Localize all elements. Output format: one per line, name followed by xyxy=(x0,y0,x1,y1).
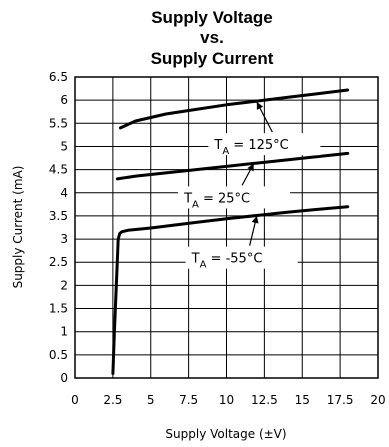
plot-frame xyxy=(74,76,379,379)
y-tick-label-3: 1.5 xyxy=(49,302,68,316)
x-tick-labels: 0 2.5 5 7.5 10 12.5 15 17.5 20 xyxy=(71,393,385,407)
x-tick-label-6: 15 xyxy=(295,393,310,407)
annotation-value-2: = -55°C xyxy=(206,252,262,267)
annotation-arrowhead-0 xyxy=(256,102,264,110)
y-tick-label-8: 4 xyxy=(60,186,68,200)
chart-title-line-1: Supply Voltage xyxy=(151,8,273,27)
annotation-symbol-0: T xyxy=(213,138,222,153)
annotation-bg-1 xyxy=(178,186,291,209)
annotation-arrowhead-1 xyxy=(247,163,254,172)
grid xyxy=(74,76,379,379)
y-tick-label-9: 4.5 xyxy=(49,163,68,177)
annotation-label-1: TA = 25°C xyxy=(183,191,250,210)
series-line-2 xyxy=(111,205,350,375)
y-tick-label-4: 2 xyxy=(60,278,68,292)
y-axis-label: Supply Current (mA) xyxy=(11,166,25,289)
y-tick-label-0: 0 xyxy=(60,371,68,385)
annotation-1: TA = 25°C xyxy=(178,163,291,210)
annotation-bg-2 xyxy=(185,246,298,269)
annotation-2: TA = -55°C xyxy=(185,215,298,271)
x-tick-label-1: 2.5 xyxy=(103,393,122,407)
y-tick-label-13: 6.5 xyxy=(49,70,68,84)
annotation-symbol-1: T xyxy=(183,191,192,206)
x-tick-label-5: 12.5 xyxy=(251,393,278,407)
x-tick-label-0: 0 xyxy=(71,393,79,407)
y-tick-label-12: 6 xyxy=(60,93,68,107)
y-tick-label-1: 0.5 xyxy=(49,348,68,362)
series-line-0 xyxy=(118,88,350,130)
x-tick-label-7: 17.5 xyxy=(327,393,354,407)
x-axis-label: Supply Voltage (±V) xyxy=(165,427,286,441)
chart-title-line-3: Supply Current xyxy=(151,49,274,68)
x-tick-label-3: 7.5 xyxy=(179,393,198,407)
annotation-value-0: = 125°C xyxy=(229,138,289,153)
chart-title-line-2: vs. xyxy=(200,28,224,47)
annotation-value-1: = 25°C xyxy=(199,191,250,206)
y-tick-label-11: 5.5 xyxy=(49,116,68,130)
x-tick-label-2: 5 xyxy=(147,393,155,407)
annotation-label-0: TA = 125°C xyxy=(213,138,288,157)
annotation-subscript-2: A xyxy=(200,260,207,271)
y-tick-label-7: 3.5 xyxy=(49,209,68,223)
x-tick-label-8: 20 xyxy=(370,393,385,407)
y-tick-label-10: 5 xyxy=(60,139,68,153)
annotation-layer: TA = 125°CTA = 25°CTA = -55°C xyxy=(178,101,321,271)
annotation-subscript-1: A xyxy=(192,199,199,210)
series-layer xyxy=(111,88,350,375)
y-tick-label-6: 3 xyxy=(60,232,68,246)
x-tick-label-4: 10 xyxy=(219,393,234,407)
annotation-0: TA = 125°C xyxy=(208,101,321,157)
annotation-arrowhead-2 xyxy=(251,215,259,224)
y-tick-label-5: 2.5 xyxy=(49,255,68,269)
y-tick-labels: 0 0.5 1 1.5 2 2.5 3 3.5 4 4.5 5 5.5 6 6.5 xyxy=(49,70,68,385)
series-line-1 xyxy=(115,151,350,181)
chart-title: Supply Voltage vs. Supply Current xyxy=(151,8,274,68)
annotation-subscript-0: A xyxy=(222,146,229,157)
annotation-label-2: TA = -55°C xyxy=(191,252,263,271)
annotation-symbol-2: T xyxy=(191,252,200,267)
annotation-bg-0 xyxy=(208,133,321,156)
y-tick-label-2: 1 xyxy=(60,325,68,339)
